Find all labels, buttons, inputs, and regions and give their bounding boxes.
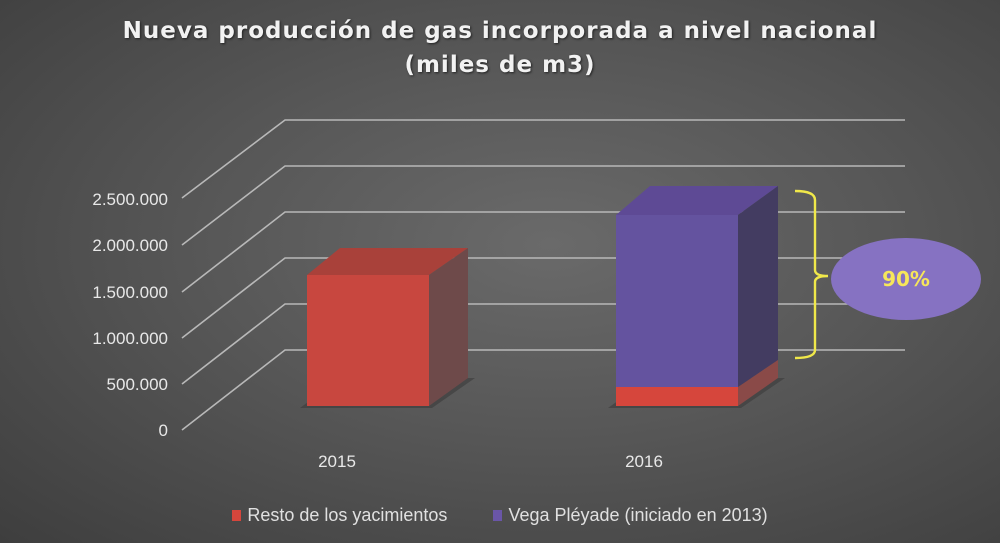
percentage-callout: 90%: [831, 238, 981, 320]
y-tick: 500.000: [106, 375, 168, 394]
bar-2015: [307, 248, 468, 406]
y-tick: 1.000.000: [92, 329, 168, 348]
y-tick: 0: [158, 421, 168, 440]
bar-2016: [616, 186, 778, 406]
title-line-1: Nueva producción de gas incorporada a ni…: [122, 18, 878, 44]
legend-label: Resto de los yacimientos: [247, 505, 448, 525]
bracket-annotation: [794, 189, 829, 360]
callout-text: 90%: [882, 267, 930, 291]
y-tick: 2.000.000: [92, 236, 168, 255]
chart-title: Nueva producción de gas incorporada a ni…: [0, 14, 1000, 82]
y-tick: 2.500.000: [92, 190, 168, 209]
y-tick: 1.500.000: [92, 283, 168, 302]
legend-label: Vega Pléyade (iniciado en 2013): [508, 505, 768, 525]
legend-item-resto: Resto de los yacimientos: [232, 505, 447, 526]
gridlines: [181, 119, 905, 431]
red-swatch-icon: [232, 510, 242, 521]
x-tick: 2015: [318, 452, 356, 471]
title-line-2: (miles de m3): [404, 52, 596, 78]
purple-swatch-icon: [493, 510, 503, 521]
legend-item-vega: Vega Pléyade (iniciado en 2013): [493, 505, 768, 526]
legend: Resto de los yacimientos Vega Pléyade (i…: [0, 505, 1000, 526]
x-tick: 2016: [625, 452, 663, 471]
